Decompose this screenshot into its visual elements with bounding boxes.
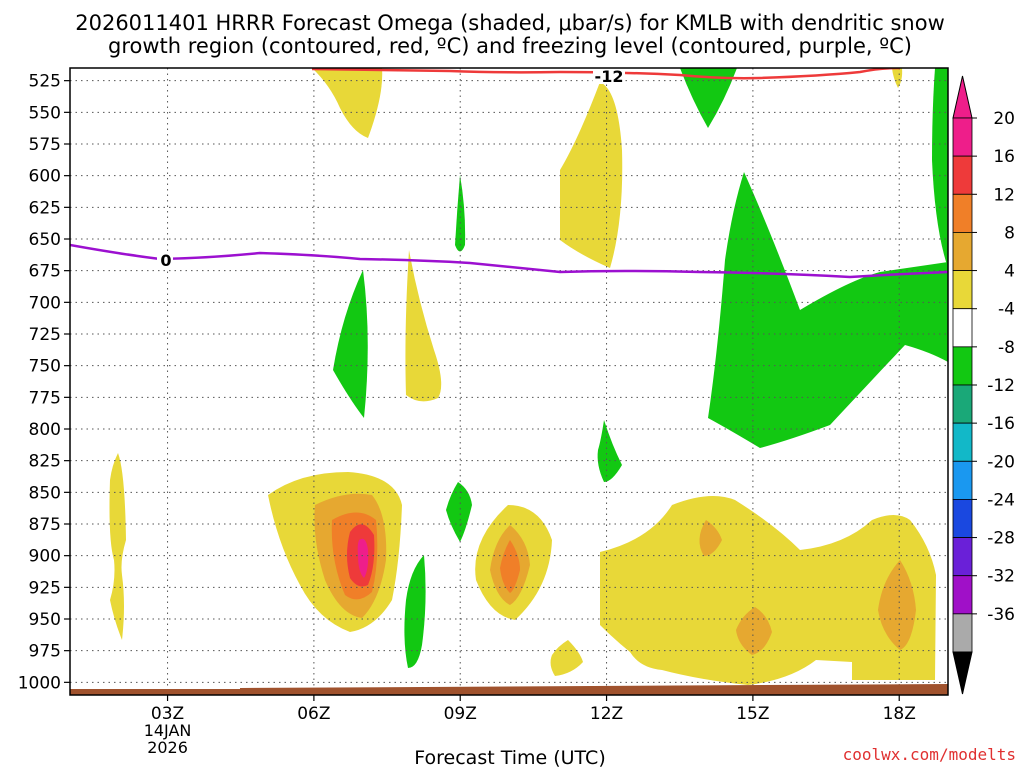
colorbar-swatch xyxy=(952,155,973,195)
colorbar-swatch xyxy=(952,384,973,424)
colorbar-swatch xyxy=(952,270,973,310)
y-tick-label: 525 xyxy=(29,72,61,92)
omega-region xyxy=(550,640,583,676)
y-tick-label: 975 xyxy=(29,642,61,662)
omega-region xyxy=(109,453,126,640)
colorbar-swatch xyxy=(952,232,973,271)
omega-region xyxy=(500,540,520,593)
colorbar-label: -28 xyxy=(987,529,1015,549)
plot-frame xyxy=(69,67,949,696)
omega-region xyxy=(455,175,466,252)
dendritic-contour-label: -12 xyxy=(595,67,624,86)
freezing-label-bg xyxy=(157,252,173,268)
omega-region xyxy=(597,420,622,482)
colorbar-label: -24 xyxy=(987,490,1015,510)
colorbar-label: 16 xyxy=(993,147,1015,167)
chart-title-line2: growth region (contoured, red, ºC) and f… xyxy=(108,34,912,58)
colorbar-label: -8 xyxy=(998,338,1015,358)
colorbar-label: -20 xyxy=(987,452,1015,472)
omega-region xyxy=(446,482,472,542)
y-tick-label: 925 xyxy=(29,578,61,598)
y-tick-label: 775 xyxy=(29,388,61,408)
colorbar-label: 8 xyxy=(1004,223,1015,243)
y-tick-label: 800 xyxy=(29,420,61,440)
colorbar-label: -4 xyxy=(998,300,1015,320)
x-tick-date: 14JAN xyxy=(144,721,192,740)
colorbar-swatch xyxy=(952,613,973,653)
colorbar-swatch xyxy=(952,346,973,386)
freezing-level-line xyxy=(70,243,948,279)
dendritic-label-bg xyxy=(593,68,625,84)
y-tick-label: 1000 xyxy=(18,673,61,693)
x-tick-year: 2026 xyxy=(147,738,188,757)
omega-region xyxy=(680,68,737,128)
colorbar-label: 20 xyxy=(993,109,1015,129)
colorbar-swatch xyxy=(952,537,973,577)
colorbar-swatch xyxy=(952,308,973,348)
colorbar-swatch xyxy=(952,117,973,157)
omega-region xyxy=(312,68,383,138)
colorbar-swatch xyxy=(952,499,973,538)
dendritic-contour-line xyxy=(311,68,901,80)
omega-region xyxy=(600,496,936,685)
terrain-surface xyxy=(70,684,948,695)
y-tick-label: 700 xyxy=(29,293,61,313)
plot-area: -12 0 xyxy=(70,67,948,695)
x-tick-label: 03Z xyxy=(151,704,184,724)
x-tick-label: 09Z xyxy=(444,704,477,724)
omega-region xyxy=(333,270,368,418)
colorbar-label: -16 xyxy=(987,414,1015,434)
y-tick-label: 850 xyxy=(29,483,61,503)
colorbar-label: -32 xyxy=(987,567,1015,587)
y-tick-label: 625 xyxy=(29,198,61,218)
x-tick-label: 06Z xyxy=(297,704,330,724)
colorbar-swatch xyxy=(952,422,973,462)
y-tick-label: 650 xyxy=(29,230,61,250)
omega-region xyxy=(699,520,722,556)
x-tick-label: 18Z xyxy=(883,704,916,724)
y-tick-label: 825 xyxy=(29,452,61,472)
grid xyxy=(70,68,948,695)
y-tick-label: 600 xyxy=(29,167,61,187)
colorbar-label: -36 xyxy=(987,605,1015,625)
x-tick-label: 12Z xyxy=(590,704,623,724)
y-tick-label: 875 xyxy=(29,515,61,535)
omega-region xyxy=(892,68,903,88)
omega-region xyxy=(878,560,916,650)
freezing-contour-label: 0 xyxy=(160,251,171,270)
y-tick-label: 950 xyxy=(29,610,61,630)
y-tick-label: 750 xyxy=(29,357,61,377)
colorbar-over-arrow xyxy=(952,75,973,119)
y-tick-label: 900 xyxy=(29,547,61,567)
chart-title-line1: 2026011401 HRRR Forecast Omega (shaded, … xyxy=(75,11,945,35)
credit-text: coolwx.com/modelts xyxy=(843,745,1016,764)
y-tick-label: 675 xyxy=(29,262,61,282)
colorbar-under-arrow xyxy=(952,651,973,695)
x-axis-title: Forecast Time (UTC) xyxy=(414,747,605,768)
colorbar-swatch xyxy=(952,193,973,233)
y-tick-label: 550 xyxy=(29,103,61,123)
omega-region xyxy=(560,82,623,268)
omega-region xyxy=(404,555,426,668)
y-axis: 525 550 575 600 625 650 675 700 725 750 775 800 825 8… xyxy=(18,72,70,693)
y-tick-label: 725 xyxy=(29,325,61,345)
colorbar-label: 12 xyxy=(993,185,1015,205)
colorbar-swatch xyxy=(952,460,973,500)
colorbar-label: -12 xyxy=(987,376,1015,396)
colorbar-swatch xyxy=(952,575,973,615)
omega-region xyxy=(708,172,948,448)
omega-shading xyxy=(109,68,948,685)
colorbar: 20 16 12 8 4 -4 -8 -12 -16 -20 -24 -28 -32 -36 xyxy=(952,75,1015,695)
omega-region xyxy=(932,68,948,268)
y-tick-label: 575 xyxy=(29,135,61,155)
omega-region xyxy=(405,250,442,402)
x-tick-label: 15Z xyxy=(736,704,769,724)
colorbar-label: 4 xyxy=(1004,262,1015,282)
omega-region xyxy=(357,538,369,578)
